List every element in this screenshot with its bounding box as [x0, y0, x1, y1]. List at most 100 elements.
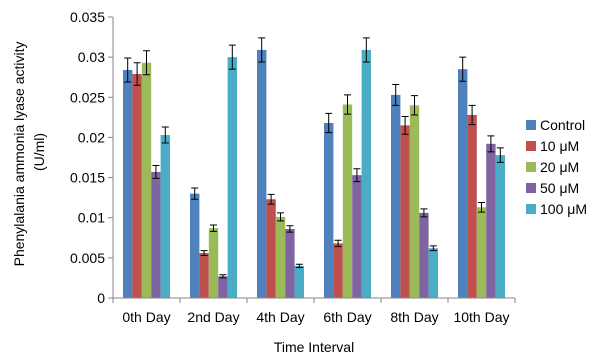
error-bar [325, 112, 333, 134]
series-1 [132, 62, 477, 298]
error-bar [429, 245, 437, 252]
error-bar [411, 95, 418, 116]
error-bar [392, 83, 400, 106]
series-4 [160, 37, 505, 299]
x-axis-title: Time Interval [274, 339, 354, 355]
bar [419, 212, 429, 298]
bar [275, 216, 286, 298]
bar [352, 175, 362, 298]
error-bar [362, 37, 370, 63]
bar [199, 253, 209, 298]
error-bar [133, 62, 141, 86]
error-bar [277, 212, 284, 222]
series-3 [151, 135, 496, 298]
bar [361, 49, 371, 298]
legend-item: 10 μM [526, 138, 579, 154]
bar [467, 114, 477, 298]
legend-swatch [526, 183, 536, 193]
bar [123, 69, 133, 298]
bar [428, 248, 438, 298]
bar [141, 62, 152, 299]
bar [400, 125, 410, 298]
legend-label: 10 μM [540, 138, 579, 154]
error-bar [459, 56, 467, 82]
x-tick-label: 0th Day [122, 309, 170, 325]
y-tick-label: 0.025 [70, 89, 105, 105]
error-bar [210, 224, 217, 232]
legend-swatch [526, 120, 536, 130]
bar [218, 276, 228, 298]
y-tick-label: 0.015 [70, 170, 105, 186]
legend-item: 50 μM [526, 180, 579, 196]
y-axis-ticks: 0 0.005 0.01 0.015 0.02 0.025 0.03 0.035 [70, 9, 113, 306]
legend-item: 100 μM [526, 201, 587, 217]
y-tick-label: 0 [97, 290, 105, 306]
legend-swatch [526, 204, 536, 214]
x-tick-label: 6th Day [323, 309, 371, 325]
error-bar [468, 104, 476, 126]
y-axis-title: Phenylalania ammonia lyase activity (U/m… [11, 38, 47, 267]
y-axis-title-line-1: Phenylalania ammonia lyase activity [11, 42, 27, 267]
error-bar [228, 44, 236, 70]
y-tick-label: 0.03 [78, 49, 105, 65]
error-bar [487, 135, 495, 153]
x-tick-label: 4th Day [256, 309, 304, 325]
y-tick-label: 0.02 [78, 129, 105, 145]
legend-label: 50 μM [540, 180, 579, 196]
bar [324, 122, 334, 298]
error-bar [420, 208, 428, 218]
bar [132, 74, 142, 298]
bar [391, 94, 401, 299]
legend-item: 20 μM [526, 159, 579, 175]
bar [458, 69, 468, 298]
bar [160, 135, 170, 298]
error-bar [143, 50, 150, 76]
bar [294, 265, 304, 298]
x-tick-label: 2nd Day [187, 309, 239, 325]
error-bar [267, 193, 275, 205]
error-bar [334, 239, 342, 248]
x-tick-label: 10th Day [453, 309, 509, 325]
bar [333, 243, 343, 298]
bar [227, 57, 237, 299]
error-bar [478, 201, 485, 213]
bar [495, 155, 505, 298]
error-bar [219, 274, 227, 279]
error-bar [286, 225, 294, 233]
error-bar [200, 250, 208, 256]
error-bar [353, 168, 361, 183]
error-bar [161, 126, 169, 144]
bar [476, 207, 487, 298]
error-bar [295, 263, 303, 268]
bar [151, 171, 161, 298]
error-bar [191, 187, 199, 200]
legend: Control 10 μM 20 μM 50 μM 100 μM [526, 117, 587, 217]
error-bar [124, 57, 132, 83]
error-bar [152, 165, 160, 179]
y-tick-label: 0.035 [70, 9, 105, 25]
bar [190, 193, 200, 298]
legend-label: 20 μM [540, 159, 579, 175]
series-2 [141, 50, 487, 299]
bar [285, 228, 295, 298]
y-tick-label: 0.005 [70, 250, 105, 266]
axes [112, 17, 515, 299]
bar [266, 199, 276, 298]
bar [257, 49, 267, 298]
legend-item: Control [526, 117, 585, 133]
error-bar [401, 116, 409, 135]
x-axis-ticks: 0th Day 2nd Day 4th Day 6th Day 8th Day 10th … [112, 298, 516, 325]
bar [342, 104, 353, 298]
bar [409, 105, 420, 298]
bars [123, 37, 505, 299]
bar [208, 228, 219, 298]
error-bar [344, 94, 351, 115]
error-bar [496, 147, 504, 163]
legend-label: 100 μM [540, 201, 587, 217]
legend-swatch [526, 162, 536, 172]
x-tick-label: 8th Day [390, 309, 438, 325]
y-tick-label: 0.01 [78, 210, 105, 226]
legend-swatch [526, 141, 536, 151]
error-bar [258, 37, 266, 63]
